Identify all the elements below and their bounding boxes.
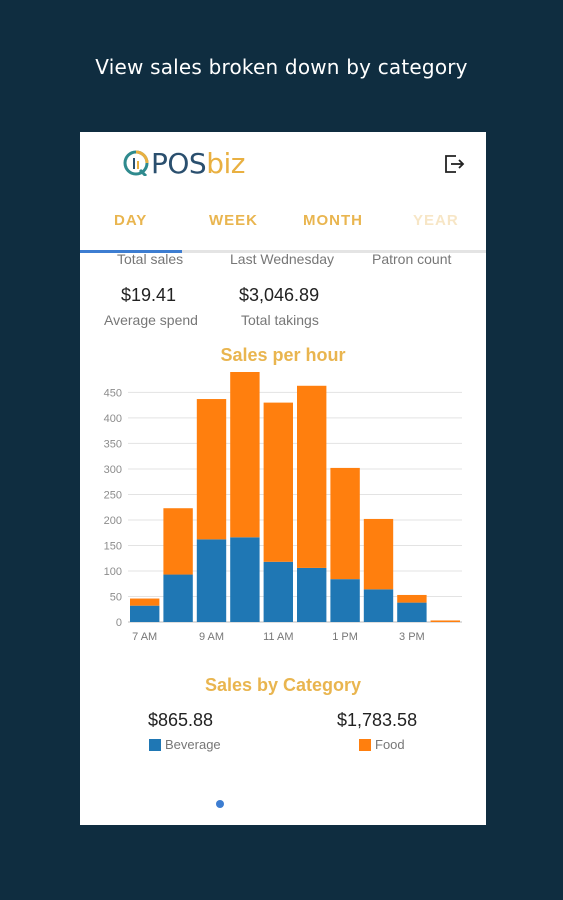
food-bar-12-pm (297, 385, 327, 568)
total-sales-label: Total sales (117, 251, 184, 267)
average-spend-label: Average spend (104, 312, 198, 328)
tab-week[interactable]: WEEK (209, 212, 258, 229)
legend-food-swatch (359, 738, 371, 751)
y-tick-label: 400 (104, 413, 122, 425)
legend-beverage: Beverage (149, 737, 221, 752)
beverage-bar-11-am (263, 561, 293, 622)
beverage-bar-3-pm (397, 602, 427, 622)
x-tick-label: 9 AM (199, 631, 224, 643)
logo-text-pos: POS (151, 146, 207, 180)
logo-text: POSbiz (151, 147, 245, 180)
beverage-bar-10-am (230, 537, 260, 622)
beverage-bar-9-am (196, 539, 227, 622)
beverage-bar-2-pm (363, 589, 394, 622)
sales-by-category-title: Sales by Category (204, 675, 362, 695)
beverage-bar-8-am (163, 574, 193, 622)
tab-selected-indicator (80, 250, 182, 253)
legend-beverage-label: Beverage (165, 737, 221, 752)
beverage-bar-7-am (130, 605, 160, 622)
posbiz-logo: POSbiz (123, 147, 245, 180)
food-bar-8-am (163, 508, 193, 575)
x-tick-label: 1 PM (332, 631, 358, 643)
food-bar-7-am (130, 598, 160, 606)
food-bar-3-pm (397, 594, 427, 603)
y-tick-label: 250 (104, 489, 122, 501)
y-tick-label: 350 (104, 438, 122, 450)
total-takings-label: Total takings (241, 312, 319, 328)
tab-year[interactable]: YEAR (413, 212, 459, 229)
food-bar-1-pm (330, 467, 360, 580)
promo-caption: View sales broken down by category (95, 55, 468, 79)
x-tick-label: 3 PM (399, 631, 425, 643)
y-tick-label: 100 (104, 566, 122, 578)
y-tick-label: 300 (104, 464, 122, 476)
tab-month[interactable]: MONTH (303, 212, 363, 229)
y-tick-label: 200 (104, 515, 122, 527)
tab-day[interactable]: DAY (114, 212, 148, 229)
beverage-sales-value: $865.88 (148, 710, 214, 730)
page-indicator-dot[interactable] (216, 800, 224, 808)
food-bar-4-pm (430, 620, 460, 622)
sales-per-hour-chart: 0 50 100 150 200 250 300 350 400 450 7 AM 9 AM 11 AM… (104, 372, 462, 643)
period-tabs: DAY WEEK MONTH YEAR (80, 200, 486, 253)
total-takings-value: $3,046.89 (239, 285, 320, 305)
last-wednesday-label: Last Wednesday (230, 251, 335, 267)
food-bar-9-am (196, 399, 227, 540)
food-bar-11-am (263, 402, 293, 562)
logo-text-biz: biz (206, 146, 245, 180)
y-tick-label: 0 (116, 617, 122, 629)
y-tick-label: 150 (104, 540, 122, 552)
food-sales-value: $1,783.58 (337, 710, 418, 730)
beverage-bar-1-pm (330, 579, 360, 622)
food-bar-10-am (230, 372, 260, 538)
legend-beverage-swatch (149, 738, 161, 751)
food-bar-2-pm (363, 518, 394, 590)
x-tick-label: 11 AM (263, 631, 293, 643)
y-tick-label: 450 (104, 387, 122, 399)
x-tick-label: 7 AM (132, 631, 157, 643)
app-screen: POSbiz DAY WEEK MONTH YEAR Total sales L… (80, 132, 486, 825)
app-header: POSbiz (80, 132, 486, 196)
posbiz-logo-icon (123, 150, 149, 176)
beverage-bar-12-pm (297, 567, 327, 622)
average-spend-value: $19.41 (121, 285, 177, 305)
patron-count-label: Patron count (372, 251, 452, 267)
legend-food: Food (359, 737, 405, 752)
sales-per-hour-title: Sales per hour (220, 345, 346, 365)
logout-icon[interactable] (442, 152, 466, 176)
legend-food-label: Food (375, 737, 405, 752)
y-tick-label: 50 (110, 591, 122, 603)
